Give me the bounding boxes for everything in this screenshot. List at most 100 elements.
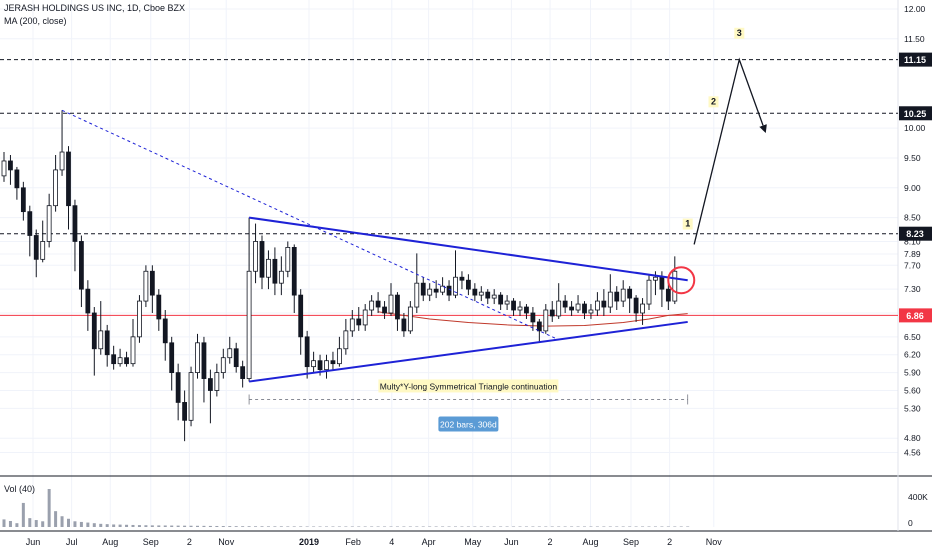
volume-bar — [176, 525, 180, 527]
candle-body-up — [362, 309, 368, 326]
volume-bar — [170, 525, 174, 527]
volume-bar — [189, 525, 193, 527]
candle-body-down — [124, 357, 129, 365]
level-tags: 11.15 10.25 8.23 6.86 — [899, 52, 932, 323]
candle-body-up — [672, 270, 678, 302]
candle-body-up — [588, 309, 594, 314]
candle-body-up — [130, 336, 136, 365]
candle — [607, 274, 613, 313]
volume-bar — [589, 526, 593, 527]
volume-bar — [647, 526, 651, 527]
candle — [498, 292, 504, 311]
volume-bar — [318, 526, 322, 527]
candle — [72, 199, 78, 272]
volume-bar — [499, 526, 503, 527]
candle — [395, 292, 400, 331]
candle-body-down — [156, 294, 162, 320]
price-axis: 12.00 11.50 10.00 9.50 9.00 8.50 8.10 7.897.70 7… — [904, 4, 926, 458]
volume-tick-label: 400K — [908, 492, 928, 502]
candle-body-down — [420, 282, 426, 296]
volume-bar — [131, 524, 135, 527]
candle-body-up — [517, 306, 523, 311]
volume-bar — [73, 521, 77, 527]
price-tick-label: 4.80 — [904, 433, 921, 443]
trendline-upper-triangle — [248, 216, 688, 282]
candle — [253, 223, 258, 284]
candle-body-up — [575, 303, 581, 311]
candle — [414, 253, 420, 313]
price-tick-label: 8.50 — [904, 213, 921, 223]
candle — [85, 280, 91, 331]
candle — [517, 301, 523, 316]
volume-bar — [221, 526, 225, 527]
candle — [562, 295, 568, 313]
candle-body-up — [40, 241, 46, 260]
candle — [601, 289, 607, 316]
price-tick-label: 7.70 — [904, 260, 921, 270]
candle — [627, 286, 633, 313]
candle — [59, 110, 65, 176]
price-tick-label: 12.00 — [904, 4, 926, 14]
candle-body-up — [504, 300, 510, 305]
price-tick-label: 9.50 — [904, 153, 921, 163]
volume-bar — [266, 526, 270, 527]
candle-body-down — [104, 330, 110, 356]
candle — [285, 241, 291, 278]
candle — [27, 205, 33, 257]
volume-bar — [273, 526, 277, 527]
candle — [362, 304, 368, 331]
volume-bar — [576, 526, 580, 527]
candle — [8, 155, 13, 185]
candle-body-down — [298, 294, 304, 338]
price-tick-label: 8.10 — [904, 236, 921, 246]
candle-body-up — [59, 151, 65, 171]
time-tick-label: 4 — [389, 537, 394, 547]
candle-body-down — [511, 300, 516, 311]
candle-body-down — [8, 160, 13, 171]
volume-bar — [60, 516, 64, 527]
candle — [672, 256, 678, 305]
volume-bar — [641, 526, 645, 527]
candle — [233, 342, 239, 373]
volume-bar — [350, 526, 354, 527]
candle — [407, 301, 413, 334]
candle-body-up — [117, 357, 123, 365]
volume-bar — [67, 518, 70, 527]
volume-bar — [505, 526, 509, 527]
range-label-box — [438, 416, 499, 432]
wave-label-bg — [682, 218, 693, 230]
level-tag-bg — [899, 106, 932, 121]
candle — [220, 348, 226, 379]
volume-bar — [595, 526, 599, 527]
candle — [427, 283, 433, 302]
candle — [524, 304, 529, 319]
volume-bar — [41, 521, 45, 527]
candle-body-down — [240, 366, 246, 379]
volume-bar — [531, 526, 535, 527]
candle-body-down — [375, 300, 381, 308]
time-tick-label: Aug — [102, 537, 118, 547]
price-tick-label: 4.56 — [904, 447, 921, 457]
candle — [46, 193, 52, 248]
candle-body-up — [188, 372, 194, 421]
candle — [79, 235, 84, 308]
range-label: 202 bars, 306d — [440, 419, 497, 429]
volume-bar — [524, 526, 528, 527]
candle — [575, 295, 581, 313]
candle — [633, 295, 639, 322]
candle-body-up — [53, 169, 58, 207]
time-tick-label: Jun — [504, 537, 519, 547]
candle — [459, 271, 465, 290]
candle — [149, 265, 155, 313]
volume-bar — [79, 521, 83, 527]
candle-body-down — [433, 288, 439, 293]
candle-body-up — [440, 285, 446, 293]
volume-bar — [28, 518, 32, 527]
volume-bar — [512, 526, 516, 527]
candle-body-down — [317, 360, 323, 371]
candle-body-up — [620, 288, 626, 302]
candle — [259, 235, 265, 290]
